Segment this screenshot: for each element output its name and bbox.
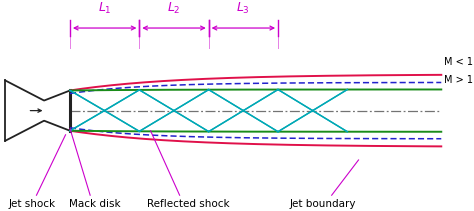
Text: Reflected shock: Reflected shock [147, 199, 230, 209]
Text: Jet boundary: Jet boundary [290, 199, 356, 209]
Text: $L_3$: $L_3$ [237, 1, 250, 16]
Text: M < 1: M < 1 [444, 57, 473, 67]
Text: Jet shock: Jet shock [9, 199, 55, 209]
Text: Mack disk: Mack disk [69, 199, 120, 209]
Text: $L_1$: $L_1$ [98, 1, 111, 16]
Text: M > 1: M > 1 [444, 75, 473, 85]
Text: $L_2$: $L_2$ [167, 1, 181, 16]
